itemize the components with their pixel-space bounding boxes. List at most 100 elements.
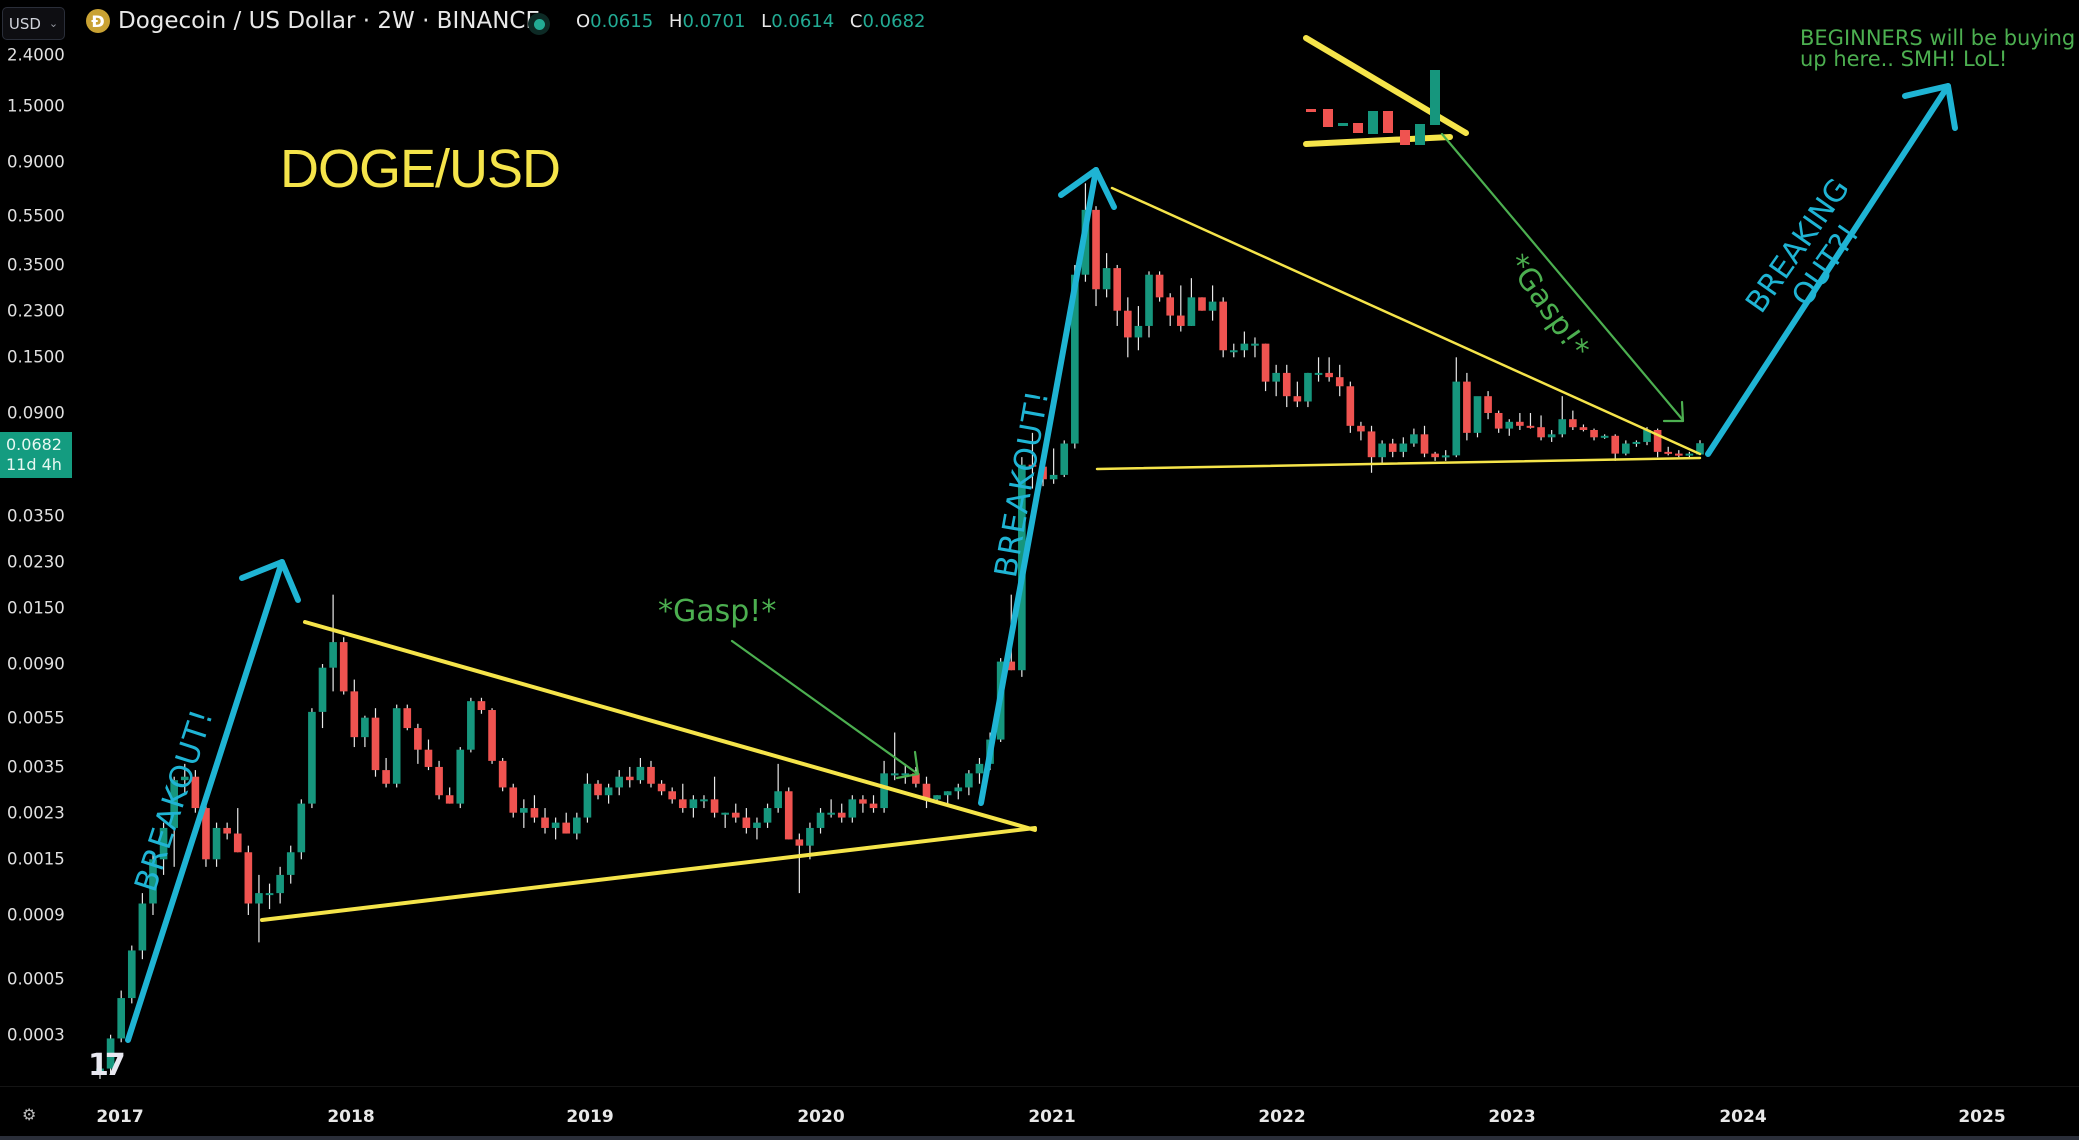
high-value: 0.0701: [682, 11, 746, 32]
time-axis[interactable]: ⚙ 2017 2018 2019 2020 2021 2022 2023 2024 2025: [0, 1086, 2079, 1137]
high-key: H: [668, 11, 683, 32]
candle: [1643, 429, 1651, 442]
candle: [1176, 315, 1185, 326]
candle: [127, 950, 136, 999]
chart-title-annotation[interactable]: DOGE/USD: [280, 139, 561, 199]
low-value: 0.0614: [771, 11, 835, 32]
price-tick: 2.4000: [7, 45, 65, 65]
settings-gear-icon[interactable]: ⚙: [22, 1105, 37, 1124]
candle: [424, 749, 433, 767]
candle: [467, 701, 475, 750]
trendline-2021-resistance[interactable]: [1110, 186, 1702, 456]
candle: [742, 817, 751, 828]
candle: [859, 799, 867, 804]
gasp-note-left[interactable]: *Gasp!*: [658, 594, 777, 629]
ohlc-values: O0.0615 H0.0701 L0.0614 C0.0682: [576, 11, 935, 32]
candle: [403, 708, 412, 729]
trendline-2018-resistance[interactable]: [303, 620, 1037, 832]
candle: [753, 822, 761, 828]
candle: [520, 808, 528, 813]
candle: [509, 787, 518, 813]
candle: [530, 808, 539, 818]
tradingview-logo-icon[interactable]: 17: [88, 1048, 126, 1083]
trendline-2018-support[interactable]: [260, 826, 1037, 922]
candle: [212, 827, 221, 860]
low-key: L: [761, 11, 772, 32]
price-tick: 0.0090: [7, 654, 65, 674]
candle: [371, 717, 380, 771]
time-tick: 2023: [1488, 1107, 1536, 1127]
candle: [1463, 381, 1471, 433]
price-tick: 0.3500: [7, 255, 65, 275]
candle: [1484, 396, 1492, 413]
time-tick: 2025: [1958, 1107, 2006, 1127]
candle: [1198, 297, 1206, 311]
candle: [1441, 455, 1450, 458]
candle: [276, 874, 284, 894]
candle: [1569, 419, 1577, 428]
trendline-2021-support[interactable]: [1095, 456, 1702, 471]
candle: [1229, 350, 1238, 353]
candle: [498, 760, 507, 788]
candle: [297, 803, 306, 853]
price-tick: 0.0350: [7, 506, 65, 526]
candle: [551, 822, 560, 828]
candle: [954, 787, 963, 792]
candle: [1473, 396, 1482, 433]
candle: [149, 859, 157, 904]
open-value: 0.0615: [590, 11, 654, 32]
candle: [170, 780, 178, 828]
candle: [615, 776, 624, 788]
candle: [1219, 301, 1227, 351]
candle: [1367, 431, 1376, 458]
candle: [816, 812, 825, 828]
candle: [848, 799, 857, 818]
candle: [668, 791, 676, 800]
symbol-info[interactable]: Đ Dogecoin / US Dollar · 2W · BINANCE: [86, 8, 540, 34]
candlestick-series: [96, 183, 1704, 1079]
candle: [933, 795, 941, 800]
price-tick: 0.0015: [7, 849, 65, 869]
candle: [223, 827, 231, 834]
currency-selector-button[interactable]: USD ⌄: [2, 7, 65, 40]
candle: [191, 776, 200, 809]
time-tick: 2021: [1028, 1107, 1076, 1127]
price-axis[interactable]: 2.4000 1.5000 0.9000 0.5500 0.3500 0.2300 0.15…: [0, 44, 74, 1084]
candle: [1420, 434, 1429, 454]
price-tick: 0.0035: [7, 757, 65, 777]
bar-countdown: 11d 4h: [6, 455, 62, 474]
candle: [106, 1038, 115, 1069]
candle: [636, 766, 645, 781]
last-price-badge: 0.0682 11d 4h: [0, 432, 72, 478]
candle: [1600, 435, 1609, 438]
candle: [1049, 474, 1058, 480]
candle: [1251, 343, 1259, 346]
time-tick: 2020: [797, 1107, 845, 1127]
candle: [255, 893, 263, 904]
candle: [1092, 209, 1100, 290]
candle: [96, 1068, 104, 1074]
candle: [1272, 372, 1280, 382]
candle: [244, 852, 253, 904]
currency-label: USD: [8, 14, 41, 33]
candle: [1547, 434, 1556, 438]
candle: [329, 642, 337, 668]
candle: [1346, 386, 1355, 426]
candle: [1685, 453, 1694, 456]
gasp-arrows: [730, 132, 1685, 780]
candle: [594, 783, 602, 796]
candle: [1410, 434, 1418, 444]
candle: [784, 791, 793, 840]
candle: [965, 773, 973, 788]
market-status-icon[interactable]: [528, 13, 550, 35]
candle: [837, 812, 846, 818]
time-tick: 2019: [566, 1107, 614, 1127]
price-tick: 0.0230: [7, 552, 65, 572]
candle: [1071, 274, 1079, 444]
beginners-note[interactable]: BEGINNERS will be buying up here.. SMH! …: [1800, 28, 2075, 70]
candle: [1028, 464, 1037, 467]
price-tick: 0.0009: [7, 905, 65, 925]
candle: [1357, 425, 1365, 432]
chart-header: USD ⌄ Đ Dogecoin / US Dollar · 2W · BINA…: [0, 0, 2079, 48]
